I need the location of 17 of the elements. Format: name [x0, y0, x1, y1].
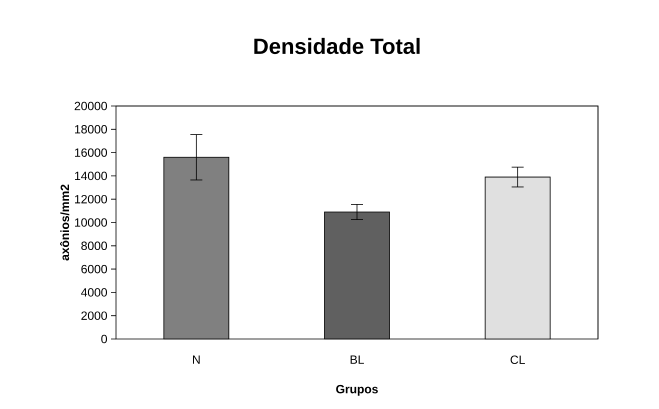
- y-tick-label: 20000: [74, 102, 108, 110]
- y-tick-label: 4000: [81, 288, 108, 297]
- y-tick-label: 12000: [75, 194, 108, 204]
- chart-title: Densidade Total: [254, 38, 420, 54]
- x-axis-title: Grupos: [336, 384, 378, 396]
- y-tick-label: 10000: [75, 218, 108, 227]
- y-tick-label: 14000: [75, 172, 108, 180]
- x-tick-label: CL: [510, 356, 525, 364]
- y-tick-label: 18000: [75, 125, 108, 134]
- x-tick-label: BL: [350, 356, 364, 364]
- x-tick-label: N: [192, 356, 200, 364]
- y-tick-label: 16000: [75, 148, 108, 157]
- y-tick-label: 0: [101, 334, 108, 344]
- y-tick-label: 2000: [81, 311, 108, 320]
- y-axis-title: axônios/mm2: [60, 184, 70, 260]
- y-tick-label: 6000: [81, 264, 108, 274]
- y-tick-label: 8000: [81, 242, 108, 250]
